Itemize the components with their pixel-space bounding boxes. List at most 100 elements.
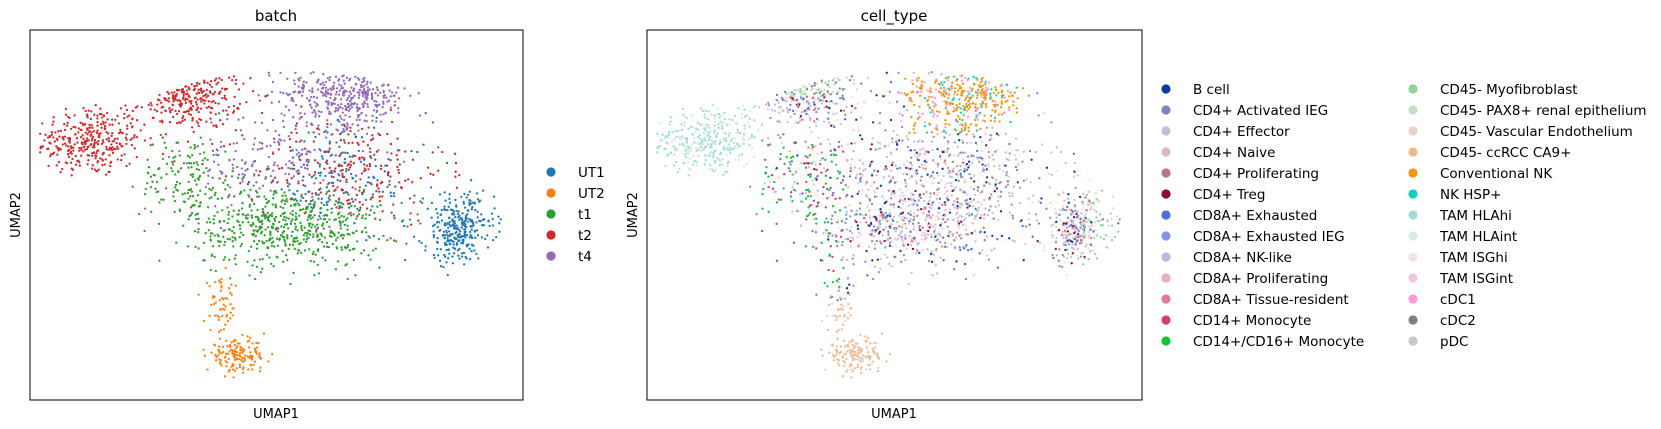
cell-type-point [851,236,855,240]
batch-point [290,131,293,134]
batch-point [365,98,368,102]
cell-type-point [1060,233,1064,237]
batch-point [424,245,427,248]
cell-type-point [1081,235,1084,238]
batch-point [273,140,276,144]
batch-point [295,122,299,125]
batch-point [368,162,371,166]
batch-point [318,133,321,136]
cell-type-point [856,365,859,369]
cell-type-point [938,155,942,158]
cell-type-point [827,111,830,114]
cell-type-point [1060,265,1064,269]
batch-point [81,143,84,146]
batch-point [459,230,462,233]
cell-type-point [898,166,902,170]
cell-type-point [1077,257,1080,260]
batch-point [364,92,367,95]
batch-point [326,190,329,194]
batch-point [458,218,461,222]
cell-type-point [1113,235,1117,239]
batch-legend-item-label: t4 [578,249,592,265]
batch-point [324,174,327,178]
batch-point [443,222,447,225]
batch-point [222,303,225,306]
batch-point [419,177,422,180]
batch-point [226,118,229,121]
cell-type-point [793,112,796,116]
cell-type-point [718,153,722,156]
batch-point [468,198,471,202]
cell-type-point [1109,212,1113,215]
batch-point [398,181,401,184]
batch-point [231,307,234,310]
cell-type-point [971,87,974,90]
cell-type-point [902,254,906,257]
batch-point [209,80,213,83]
batch-point [379,113,382,116]
batch-point [339,139,343,142]
cell-type-point [925,131,929,134]
batch-point [243,137,246,141]
batch-point [116,158,119,161]
cell-type-point [914,172,918,175]
cell-type-point [912,215,915,218]
cell-type-point [857,346,860,349]
cell-type-point [849,163,852,166]
cell-type-point [966,206,969,209]
cell-type-point [836,118,840,122]
batch-point [281,235,284,238]
cell-type-point [823,106,826,109]
cell-type-point [976,158,979,161]
batch-point [175,141,178,144]
cell-type-point [813,84,816,87]
cell-type-point [938,110,941,114]
batch-point [316,233,319,236]
batch-point [334,107,338,110]
batch-point [431,121,434,124]
cell-type-point [1080,212,1083,215]
cell-type-point [813,81,816,85]
cell-type-point [845,76,849,79]
cell-type-point [1015,86,1018,89]
cell-type-point [979,102,982,106]
batch-point [253,121,257,124]
cell-type-point [958,139,961,142]
cell-type-point [828,196,831,199]
batch-point [96,149,99,153]
batch-point [476,234,480,237]
cell-type-point [870,184,873,187]
cell-type-point [883,215,887,219]
batch-point [135,119,139,122]
batch-point [305,124,308,128]
batch-point [158,99,161,102]
batch-point [82,123,85,127]
batch-point [371,114,374,118]
cell-type-point [846,186,850,189]
cell-type-point [861,189,864,192]
batch-point [171,169,174,173]
cell-type-point [850,376,853,379]
cell-type-point [997,218,1000,222]
batch-point [360,136,364,139]
batch-point [80,148,83,151]
cell-type-point [689,146,692,149]
batch-point [326,92,330,95]
cell-type-point [800,111,803,114]
cell-type-point [954,87,957,90]
batch-point [362,140,365,143]
cell-type-point [815,217,818,220]
cell-type-point [840,145,843,148]
batch-point [256,148,259,151]
batch-point [316,263,319,267]
batch-point [447,226,450,229]
cell-type-point [910,116,913,119]
cell-type-point [895,148,898,151]
batch-point [284,172,287,176]
batch-point [417,219,420,222]
batch-point [291,209,294,213]
cell-type-point [697,148,700,151]
batch-point [82,137,85,141]
cell-type-point [865,339,868,342]
batch-point [466,193,470,197]
